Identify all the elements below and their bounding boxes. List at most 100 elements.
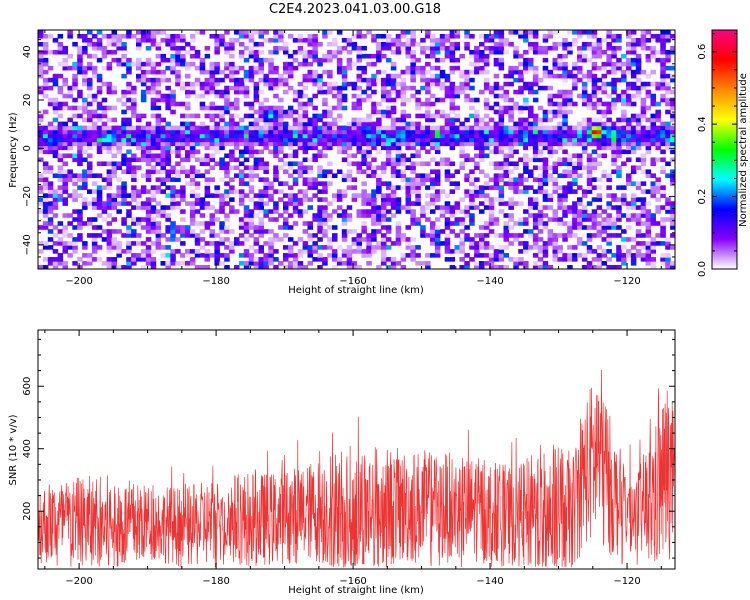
- spectrogram-cell: [160, 253, 166, 258]
- spectrogram-cell: [185, 113, 191, 119]
- spectrogram-cell: [258, 33, 264, 39]
- spectrogram-cell: [547, 69, 554, 75]
- spectrogram-cell: [513, 233, 519, 238]
- spectrogram-cell: [87, 61, 93, 67]
- spectrogram-cell: [268, 61, 274, 67]
- spectrogram-cell: [557, 141, 563, 147]
- spectrogram-cell: [136, 145, 142, 151]
- spectrogram-cell: [273, 121, 279, 127]
- spectrogram-cell: [287, 213, 294, 218]
- spectrogram-cell: [542, 221, 549, 226]
- spectrogram-cell: [577, 201, 583, 206]
- spectrogram-cell: [72, 65, 78, 71]
- spectrogram-cell: [567, 205, 573, 210]
- spectrogram-cell: [238, 201, 245, 206]
- spectrogram-cell: [464, 189, 470, 194]
- spectrogram-cell: [591, 30, 598, 35]
- spectrogram-cell: [253, 89, 260, 95]
- spectrogram-cell: [567, 185, 573, 190]
- spectrogram-cell: [493, 185, 500, 190]
- spectrogram-cell: [572, 133, 578, 139]
- spectrogram-cell: [111, 265, 117, 269]
- spectrogram-cell: [131, 233, 137, 238]
- spectrogram-cell: [474, 125, 480, 131]
- spectrogram-cell: [170, 37, 176, 43]
- spectrogram-cell: [454, 233, 460, 238]
- spectrogram-cell: [175, 45, 181, 51]
- spectrogram-cell: [297, 261, 304, 266]
- spectrogram-cell: [415, 137, 421, 143]
- spectrogram-cell: [52, 261, 59, 266]
- spectrogram-cell: [297, 209, 304, 214]
- spectrogram-cell: [650, 257, 656, 262]
- spectrogram-cell: [243, 181, 250, 186]
- spectrogram-cell: [165, 213, 171, 218]
- spectrogram-cell: [136, 253, 142, 258]
- spectrogram-cell: [38, 137, 44, 143]
- spectrogram-cell: [464, 153, 470, 159]
- spectrogram-cell: [660, 121, 666, 127]
- spectrogram-cell: [116, 129, 122, 135]
- spectrogram-cell: [616, 173, 622, 178]
- spectrogram-cell: [650, 97, 656, 103]
- spectrogram-cell: [106, 229, 113, 234]
- spectrogram-cell: [219, 105, 225, 111]
- spectrogram-cell: [523, 125, 529, 131]
- spectrogram-cell: [351, 81, 358, 87]
- spectrogram-cell: [234, 265, 240, 269]
- spectrogram-cell: [547, 233, 554, 238]
- spectrogram-cell: [278, 129, 284, 135]
- spectrogram-cell: [523, 177, 529, 182]
- spectrogram-cell: [469, 221, 475, 226]
- spectrogram-cell: [214, 193, 220, 198]
- spectrogram-cell: [454, 105, 460, 111]
- spectrogram-cell: [77, 113, 83, 119]
- spectrogram-cell: [145, 133, 152, 139]
- spectrogram-cell: [72, 121, 78, 127]
- spectrogram-cell: [483, 37, 490, 43]
- spectrogram-cell: [312, 217, 318, 222]
- spectrogram-cell: [469, 241, 475, 246]
- spectrogram-cell: [621, 101, 627, 107]
- spectrogram-cell: [234, 241, 240, 246]
- spectrogram-cell: [180, 165, 186, 171]
- spectrogram-cell: [106, 245, 113, 250]
- spectrogram-cell: [640, 205, 647, 210]
- spectrogram-cell: [390, 65, 397, 71]
- spectrogram-cell: [449, 117, 456, 123]
- spectrogram-cell: [366, 53, 372, 59]
- spectrogram-cell: [82, 65, 88, 71]
- spectrogram-cell: [96, 225, 103, 230]
- spectrogram-cell: [420, 205, 426, 210]
- spectrogram-cell: [180, 225, 186, 230]
- spectrogram-cell: [126, 133, 132, 139]
- spectrogram-cell: [655, 205, 661, 210]
- spectrogram-cell: [552, 129, 558, 135]
- spectrogram-cell: [243, 193, 250, 198]
- spectrogram-cell: [650, 53, 656, 59]
- spectrogram-cell: [312, 177, 318, 182]
- spectrogram-cell: [351, 137, 358, 143]
- spectrogram-cell: [160, 137, 166, 143]
- spectrogram-cell: [562, 185, 568, 190]
- spectrogram-cell: [650, 185, 656, 190]
- spectrogram-cell: [635, 129, 642, 135]
- spectrogram-cell: [572, 129, 578, 135]
- spectrogram-cell: [253, 129, 260, 135]
- spectrogram-cell: [106, 161, 113, 167]
- spectrogram-cell: [307, 181, 313, 186]
- spectrogram-cell: [341, 213, 348, 218]
- spectrogram-cell: [444, 201, 451, 206]
- spectrogram-cell: [126, 201, 132, 206]
- spectrogram-cell: [371, 229, 377, 234]
- spectrogram-cell: [591, 165, 598, 171]
- spectrogram-cell: [243, 209, 250, 214]
- spectrogram-cell: [430, 125, 436, 131]
- spectrogram-cell: [140, 77, 147, 83]
- spectrogram-cell: [660, 233, 666, 238]
- spectrogram-cell: [400, 253, 407, 258]
- spectrogram-cell: [155, 153, 162, 159]
- spectrogram-cell: [297, 45, 304, 51]
- spectrogram-cell: [96, 41, 103, 47]
- spectrogram-cell: [175, 149, 181, 155]
